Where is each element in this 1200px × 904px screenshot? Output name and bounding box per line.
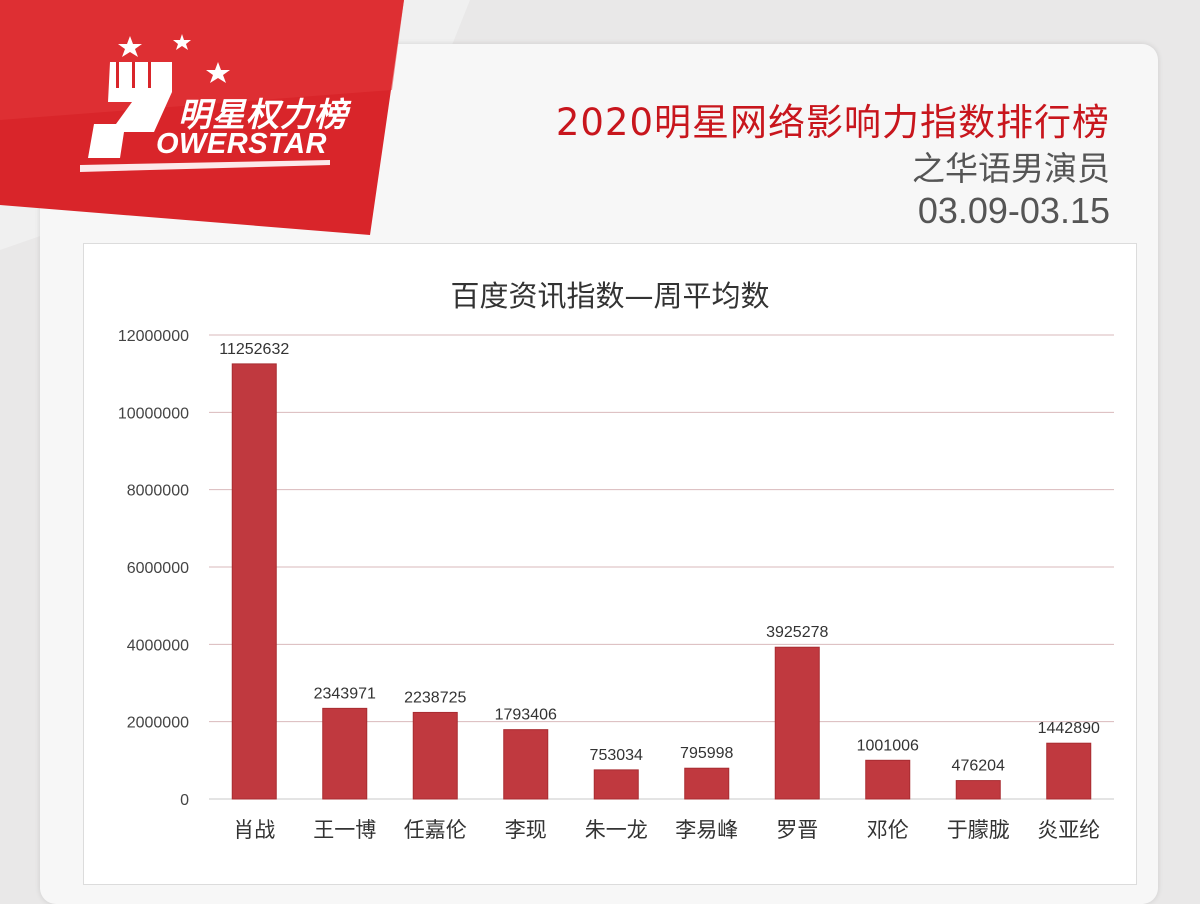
logo-en-text: OWERSTAR <box>156 128 328 160</box>
x-tick-label: 邓伦 <box>867 818 909 842</box>
star-icon <box>173 34 191 50</box>
chart-card: 百度资讯指数—周平均数 0 2000000 4000000 6000000 800000… <box>83 243 1137 885</box>
data-label: 11252632 <box>219 341 289 358</box>
x-tick-label: 李易峰 <box>675 818 738 842</box>
x-tick-label: 王一博 <box>313 818 376 842</box>
star-icon <box>206 62 230 83</box>
fist-icon <box>88 62 172 158</box>
data-label: 1001006 <box>857 737 919 754</box>
y-tick-label: 8000000 <box>127 483 189 500</box>
x-tick-label: 罗晋 <box>776 818 818 842</box>
chart-title: 百度资讯指数—周平均数 <box>450 279 769 313</box>
y-tick-label: 4000000 <box>127 637 189 654</box>
logo-banner <box>0 0 404 235</box>
bar <box>774 646 820 800</box>
bar <box>865 759 911 800</box>
x-tick-label: 朱一龙 <box>585 818 648 842</box>
y-tick-label: 10000000 <box>118 405 189 422</box>
y-tick-label: 2000000 <box>127 715 189 732</box>
y-tick-label: 0 <box>180 792 189 809</box>
bar <box>231 363 277 800</box>
bar <box>322 707 368 800</box>
logo-cn-text: 明星权力榜 <box>178 95 348 134</box>
bar <box>955 780 1001 800</box>
x-tick-label: 肖战 <box>233 818 275 842</box>
x-tick-label: 李现 <box>505 818 547 842</box>
bars <box>231 363 1092 800</box>
data-label: 1442890 <box>1038 720 1100 737</box>
bar <box>412 711 458 800</box>
star-icon <box>118 36 142 57</box>
x-tick-label: 任嘉伦 <box>404 818 467 842</box>
y-tick-label: 12000000 <box>118 328 189 345</box>
data-label: 753034 <box>590 747 643 764</box>
bar <box>684 767 730 800</box>
data-labels: 11252632 2343971 2238725 1793406 753034 79599… <box>219 341 1100 775</box>
data-label: 795998 <box>680 745 733 762</box>
data-label: 2343971 <box>314 685 376 702</box>
y-tick-label: 6000000 <box>127 560 189 577</box>
page-title: 2020明星网络影响力指数排行榜 <box>555 101 1110 144</box>
date-range: 03.09-03.15 <box>917 190 1110 231</box>
bar-chart: 百度资讯指数—周平均数 0 2000000 4000000 6000000 800000… <box>118 279 1114 842</box>
y-axis: 0 2000000 4000000 6000000 8000000 10000000 120… <box>118 328 189 809</box>
data-label: 2238725 <box>404 689 466 706</box>
x-tick-label: 炎亚纶 <box>1037 818 1100 842</box>
data-label: 1793406 <box>495 707 557 724</box>
page-subtitle: 之华语男演员 <box>912 149 1110 188</box>
bar <box>1046 742 1092 800</box>
data-label: 3925278 <box>766 624 828 641</box>
bar <box>503 729 549 800</box>
x-axis: 肖战 王一博 任嘉伦 李现 朱一龙 李易峰 罗晋 邓伦 于朦胧 炎亚纶 <box>233 818 1100 842</box>
bar <box>593 769 639 800</box>
data-label: 476204 <box>952 758 1005 775</box>
x-tick-label: 于朦胧 <box>947 818 1010 842</box>
